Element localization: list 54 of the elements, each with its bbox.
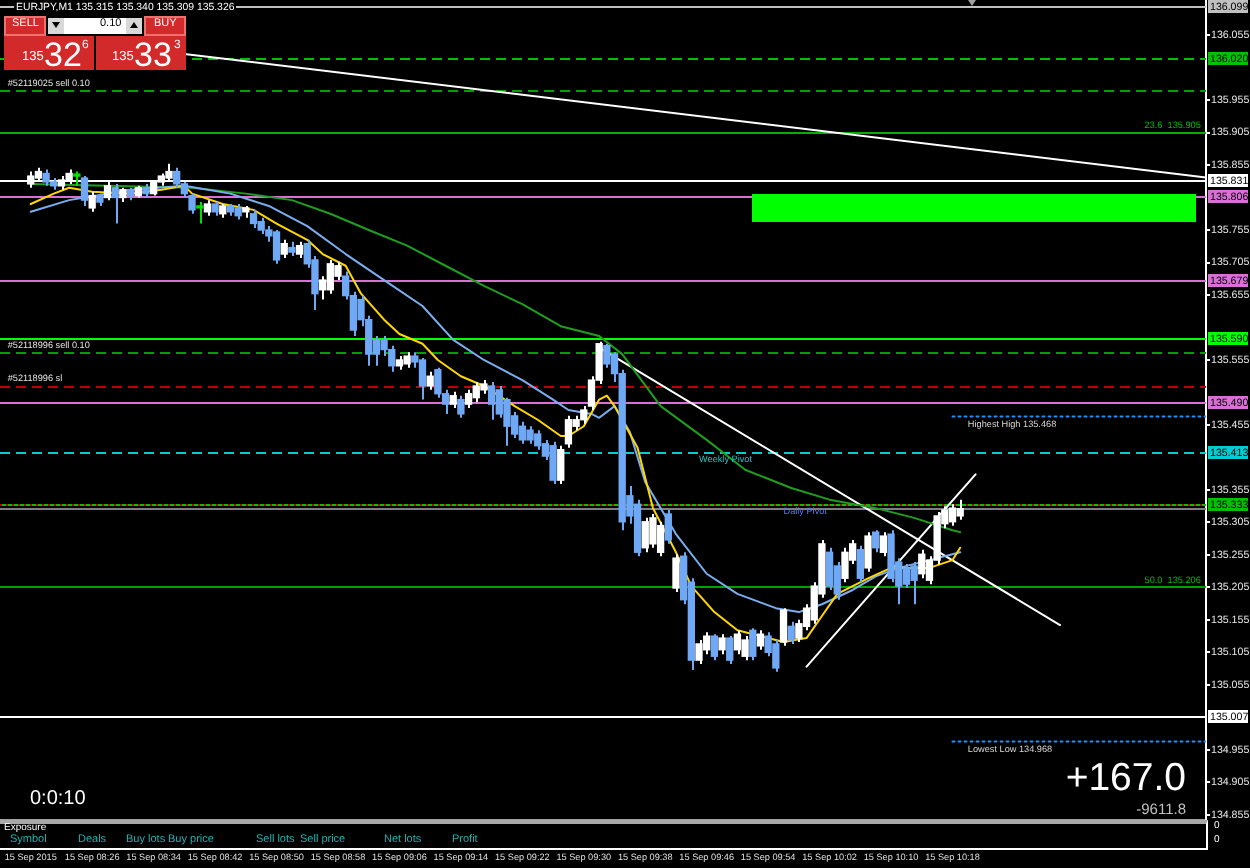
candlestick bbox=[464, 388, 473, 410]
annotation: 32 bbox=[44, 35, 82, 73]
candlestick bbox=[549, 440, 557, 486]
candlestick bbox=[772, 639, 780, 673]
candlestick bbox=[534, 429, 542, 451]
candlestick bbox=[856, 544, 864, 584]
candlestick bbox=[718, 633, 726, 656]
candlestick bbox=[902, 562, 911, 590]
candlestick bbox=[695, 639, 703, 666]
candlestick bbox=[434, 366, 442, 399]
candlestick bbox=[918, 548, 926, 580]
candlestick bbox=[726, 635, 734, 666]
candlestick bbox=[656, 520, 665, 558]
candlestick bbox=[910, 561, 918, 606]
candlestick bbox=[641, 516, 649, 554]
candlestick bbox=[518, 420, 526, 445]
candlestick bbox=[380, 334, 388, 358]
annotation: +167.0 bbox=[1065, 756, 1186, 800]
candlestick bbox=[88, 190, 96, 213]
candlestick bbox=[249, 208, 258, 230]
candlestick bbox=[649, 512, 657, 549]
candlestick bbox=[756, 629, 765, 651]
candlestick bbox=[334, 260, 342, 282]
candlestick bbox=[280, 238, 288, 259]
candlestick bbox=[672, 553, 680, 593]
candlestick bbox=[564, 414, 573, 449]
candlestick bbox=[326, 258, 334, 295]
candlestick bbox=[825, 546, 834, 591]
candlestick bbox=[749, 627, 757, 662]
candlestick bbox=[956, 498, 964, 521]
candlestick bbox=[841, 546, 849, 584]
candlestick bbox=[787, 620, 795, 645]
candlestick bbox=[196, 201, 204, 225]
candlestick bbox=[864, 531, 872, 573]
candlestick bbox=[457, 394, 465, 419]
annotation: 0:0:10 bbox=[30, 788, 86, 810]
candlestick bbox=[557, 444, 565, 486]
candlestick bbox=[472, 381, 480, 404]
candlestick bbox=[710, 633, 719, 662]
annotation: 33 bbox=[134, 35, 172, 73]
candlestick bbox=[733, 629, 742, 656]
candlestick bbox=[948, 503, 957, 527]
candlestick bbox=[879, 531, 888, 558]
candlestick bbox=[272, 229, 281, 265]
candlestick bbox=[779, 607, 788, 647]
candlestick bbox=[703, 631, 711, 656]
candlestick bbox=[111, 182, 119, 225]
candlestick bbox=[872, 529, 880, 554]
candlestick bbox=[487, 381, 496, 421]
candlestick bbox=[664, 509, 672, 545]
candlestick bbox=[418, 357, 427, 401]
candlestick bbox=[741, 635, 749, 662]
candlestick bbox=[388, 344, 396, 373]
candlestick bbox=[426, 370, 434, 391]
